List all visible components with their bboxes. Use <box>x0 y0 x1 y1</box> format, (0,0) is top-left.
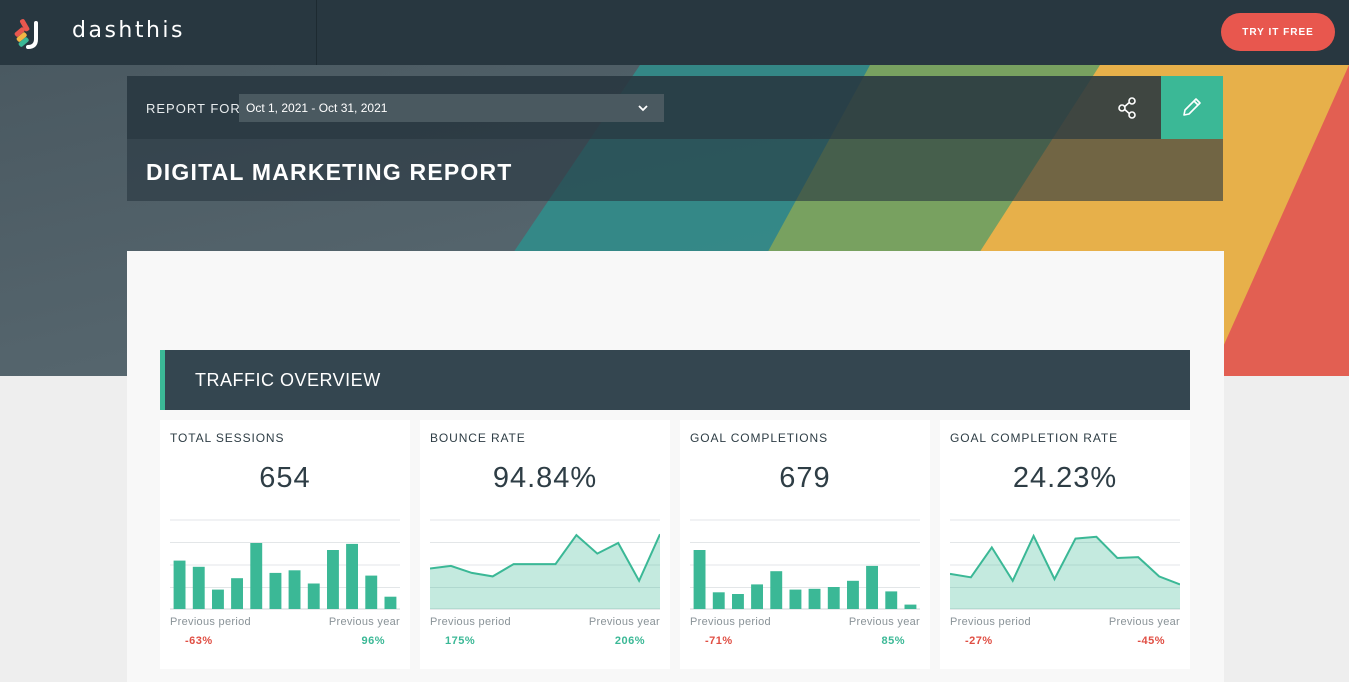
widget-bounce-rate[interactable]: BOUNCE RATE 94.84% Previous period Previ… <box>420 420 670 669</box>
section-title: TRAFFIC OVERVIEW <box>195 370 381 390</box>
chart-bar <box>192 566 205 609</box>
chart-bar <box>250 543 263 609</box>
chart-line <box>430 533 660 584</box>
previous-period-label: Previous period <box>170 616 251 628</box>
report-title-bar: DIGITAL MARKETING REPORT <box>127 139 1223 201</box>
chart-bar <box>847 580 859 609</box>
previous-year-label: Previous year <box>848 616 920 628</box>
chart-bar <box>269 572 282 609</box>
widget-value: 94.84% <box>492 462 598 494</box>
previous-year-change: 206% <box>614 635 645 647</box>
chart-bar <box>288 570 301 609</box>
chart-bar <box>789 589 802 609</box>
widget-title: TOTAL SESSIONS <box>170 431 285 445</box>
brand-name[interactable]: dashthis <box>72 18 185 43</box>
chart-bar <box>365 575 378 609</box>
widget-title: BOUNCE RATE <box>430 431 526 445</box>
widget-chart <box>430 519 660 610</box>
previous-period-change: 175% <box>445 635 476 647</box>
previous-year-label: Previous year <box>588 616 660 628</box>
widget-title: GOAL COMPLETIONS <box>690 431 828 445</box>
previous-period-label: Previous period <box>950 616 1031 628</box>
previous-year-change: -45% <box>1137 635 1165 647</box>
chart-bar <box>307 583 320 609</box>
previous-year-label: Previous year <box>1108 616 1180 628</box>
previous-period-change: -71% <box>705 635 733 647</box>
try-it-free-button[interactable]: TRY IT FREE <box>1221 13 1335 51</box>
section-accent <box>160 350 165 410</box>
chart-bar <box>732 594 744 609</box>
edit-button[interactable] <box>1161 76 1223 139</box>
chart-area <box>430 534 660 609</box>
chart-area <box>950 536 1180 609</box>
widget-title: GOAL COMPLETION RATE <box>950 431 1119 445</box>
report-header: REPORT FOR Oct 1, 2021 - Oct 31, 2021 DI… <box>127 76 1223 201</box>
previous-period-change: -27% <box>965 635 993 647</box>
widget-total-sessions[interactable]: TOTAL SESSIONS 654 Previous period Previ… <box>160 420 410 669</box>
widget-value: 24.23% <box>1012 462 1118 494</box>
widget-chart <box>690 519 920 610</box>
previous-year-label: Previous year <box>328 616 400 628</box>
topbar-divider <box>316 0 317 65</box>
chart-bar <box>712 592 725 609</box>
previous-period-label: Previous period <box>430 616 511 628</box>
chart-bar <box>904 604 917 609</box>
report-toolbar: REPORT FOR Oct 1, 2021 - Oct 31, 2021 <box>127 76 1161 139</box>
section-header-traffic-overview: TRAFFIC OVERVIEW <box>160 350 1190 410</box>
chart-bar <box>384 596 397 609</box>
widget-goal-completion-rate[interactable]: GOAL COMPLETION RATE 24.23% Previous per… <box>940 420 1190 669</box>
chart-bar <box>693 550 706 609</box>
date-range-value: Oct 1, 2021 - Oct 31, 2021 <box>246 101 388 115</box>
chart-bar <box>231 578 243 609</box>
widget-chart <box>950 519 1180 610</box>
chart-bar <box>212 589 224 609</box>
report-for-label: REPORT FOR <box>146 101 241 116</box>
top-bar: dashthis TRY IT FREE <box>0 0 1349 65</box>
previous-period-change: -63% <box>185 635 213 647</box>
widget-value: 654 <box>259 462 311 494</box>
chart-line <box>950 533 1180 586</box>
dashthis-logo-icon[interactable] <box>12 15 48 51</box>
pencil-icon <box>1183 98 1201 116</box>
chevron-down-icon <box>638 105 648 112</box>
chart-bar <box>346 543 358 609</box>
previous-period-label: Previous period <box>690 616 771 628</box>
widget-value: 679 <box>779 462 831 494</box>
chart-bar <box>751 584 763 609</box>
chart-bar <box>827 587 840 609</box>
chart-bar <box>770 571 783 609</box>
chart-bar <box>866 565 878 609</box>
widget-goal-completions[interactable]: GOAL COMPLETIONS 679 Previous period Pre… <box>680 420 930 669</box>
chart-bar <box>327 550 339 609</box>
widget-chart <box>170 519 400 610</box>
chart-bar <box>808 588 821 609</box>
chart-bar <box>885 591 898 609</box>
previous-year-change: 85% <box>881 635 905 647</box>
chart-bar <box>173 560 186 609</box>
report-title: DIGITAL MARKETING REPORT <box>146 159 513 185</box>
previous-year-change: 96% <box>361 635 385 647</box>
date-range-select[interactable]: Oct 1, 2021 - Oct 31, 2021 <box>239 94 664 122</box>
share-icon[interactable] <box>1115 95 1141 121</box>
